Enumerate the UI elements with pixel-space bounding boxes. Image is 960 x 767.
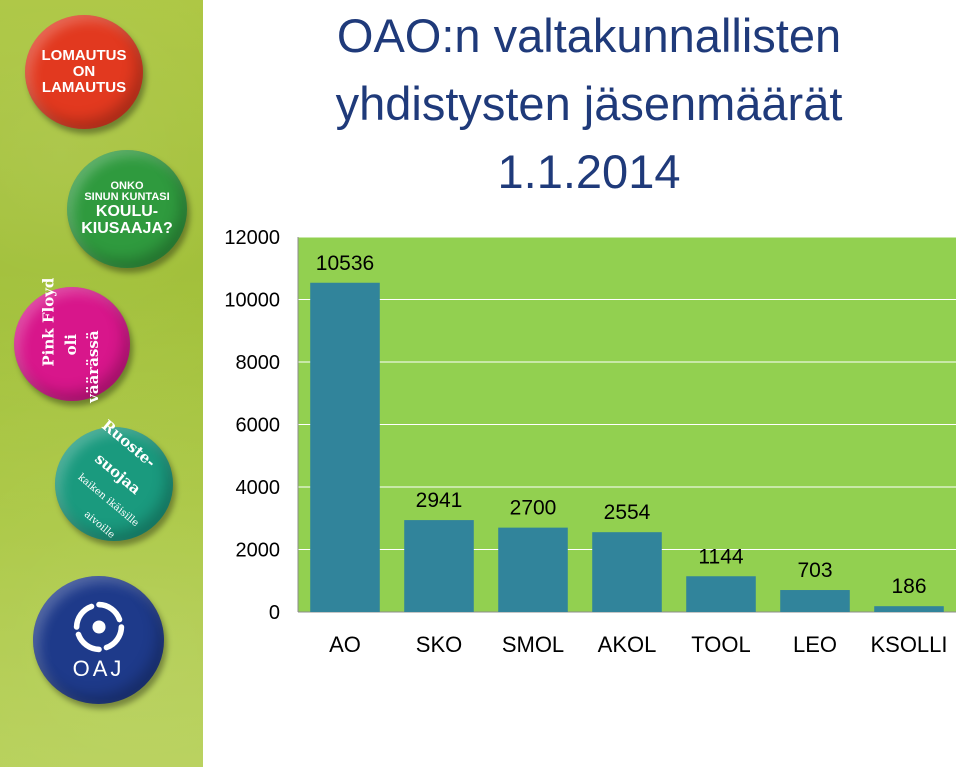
data-label: 2554 xyxy=(604,501,651,524)
x-tick-label: SMOL xyxy=(502,632,564,657)
badge-lomautus-line1: LOMAUTUS xyxy=(41,47,127,65)
badge-lomautus-line2: ON xyxy=(72,63,96,81)
badge-lomautus: LOMAUTUS ON LAMAUTUS xyxy=(25,15,143,129)
data-label: 1144 xyxy=(698,545,743,568)
badge-lomautus-line3: LAMAUTUS xyxy=(41,78,127,96)
data-label: 10536 xyxy=(316,252,374,275)
y-tick-label: 8000 xyxy=(236,352,281,374)
bar-ao xyxy=(310,282,380,612)
badge-koulukiusaaja: ONKO SINUN KUNTASI KOULU- KIUSAAJA? xyxy=(67,150,187,268)
badge-koulukiusaaja-line3: KOULU- xyxy=(95,202,159,220)
bar-akol xyxy=(592,532,662,612)
bar-sko xyxy=(404,520,474,612)
oaj-logo-icon xyxy=(73,602,124,653)
chart-title-line2: yhdistysten jäsenmäärät xyxy=(335,77,843,130)
badge-oaj-text: OAJ xyxy=(72,656,125,682)
x-tick-label: SKO xyxy=(416,632,462,657)
x-tick-label: LEO xyxy=(793,632,837,657)
x-tick-label: KSOLLI xyxy=(870,632,947,657)
bar-smol xyxy=(498,527,568,612)
y-tick-label: 12000 xyxy=(224,227,280,249)
data-label: 703 xyxy=(797,559,832,582)
bar-tool xyxy=(686,576,756,612)
x-tick-label: AO xyxy=(329,632,361,657)
y-tick-label: 4000 xyxy=(236,477,281,499)
badge-koulukiusaaja-line1: ONKO xyxy=(110,179,144,192)
badge-koulukiusaaja-line4: KIUSAAJA? xyxy=(81,219,173,237)
data-label: 186 xyxy=(891,575,926,598)
chart-title-line3: 1.1.2014 xyxy=(497,145,681,198)
data-label: 2700 xyxy=(510,497,557,520)
badge-oaj: OAJ xyxy=(33,576,164,704)
x-tick-label: TOOL xyxy=(691,632,751,657)
sidebar-background: LOMAUTUS ON LAMAUTUS ONKO SINUN KUNTASI … xyxy=(0,0,203,767)
badge-ruostesuojaa: Ruoste- suojaa kaiken ikäisille aivoille xyxy=(55,416,173,541)
chart-title-line1: OAO:n valtakunnallisten xyxy=(336,9,842,62)
x-tick-label: AKOL xyxy=(598,632,657,657)
badge-pinkfloyd: Pink Floyd oli väärässä xyxy=(14,277,130,402)
badge-koulukiusaaja-line2: SINUN KUNTASI xyxy=(84,191,170,204)
bar-leo xyxy=(780,590,850,612)
data-label: 2941 xyxy=(416,489,463,512)
y-tick-label: 0 xyxy=(269,602,280,624)
y-tick-label: 2000 xyxy=(236,540,281,562)
y-tick-label: 10000 xyxy=(224,290,280,312)
bar-ksolli xyxy=(874,606,944,612)
chart-title: OAO:n valtakunnallisten yhdistysten jäse… xyxy=(218,2,960,206)
y-tick-label: 6000 xyxy=(236,415,281,437)
